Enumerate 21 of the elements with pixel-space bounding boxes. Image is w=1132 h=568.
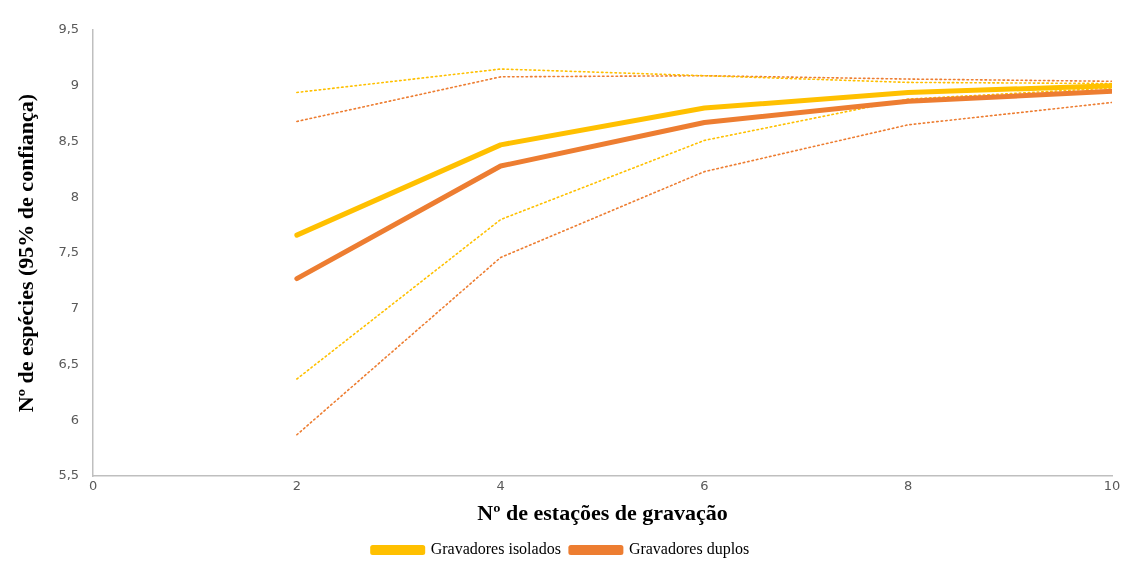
y-tick-label: 8 [70, 188, 80, 204]
legend-label: Gravadores duplos [628, 540, 750, 559]
x-axis-title: Nº de estações de gravação [477, 500, 728, 526]
y-tick-label: 6 [70, 411, 80, 427]
y-tick-label: 9 [70, 77, 80, 93]
line-series [296, 101, 1112, 436]
line-series [296, 74, 1112, 123]
y-tick-label: 6,5 [58, 355, 80, 371]
x-tick-label: 8 [904, 478, 913, 494]
y-tick-label: 5,5 [58, 467, 80, 483]
y-axis-title: Nº de espécies (95% de confiança) [12, 93, 38, 413]
y-tick-label: 7 [70, 300, 80, 316]
x-tick-label: 0 [88, 478, 98, 494]
y-tick-label: 8,5 [58, 132, 80, 148]
x-tick-label: 6 [700, 478, 709, 494]
x-tick-label: 4 [496, 478, 505, 494]
x-tick-label: 10 [1103, 478, 1121, 494]
y-tick-label: 7,5 [58, 244, 80, 260]
x-tick-label: 2 [292, 478, 301, 494]
y-tick-label: 9,5 [58, 21, 80, 37]
legend-label: Gravadores isolados [430, 540, 561, 558]
